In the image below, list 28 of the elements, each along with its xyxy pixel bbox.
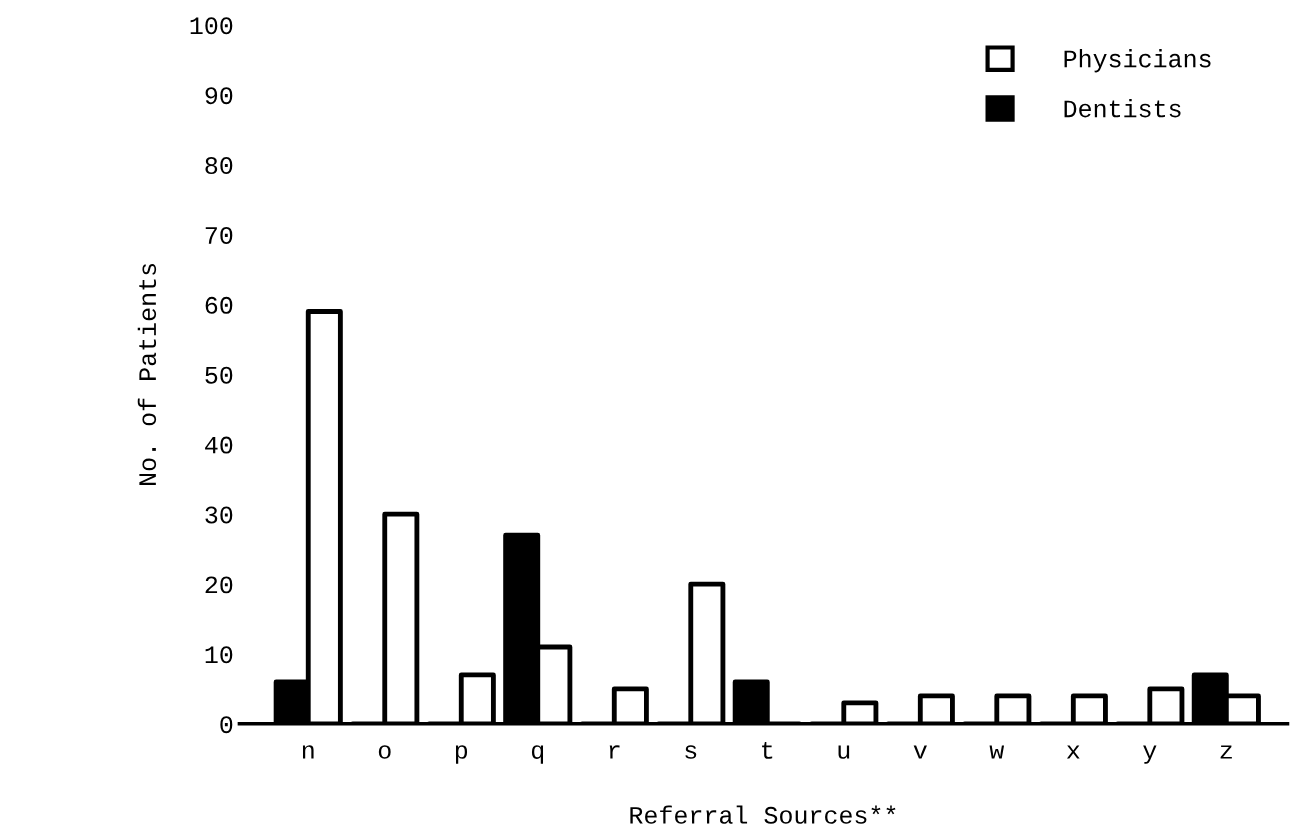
- legend-label: Dentists: [1064, 99, 1181, 118]
- y-tick-label: 10: [205, 646, 233, 664]
- x-tick-label: r: [609, 745, 620, 759]
- x-tick-label: t: [762, 741, 773, 759]
- x-tick-label: v: [913, 745, 927, 759]
- y-tick-label: 60: [205, 296, 233, 314]
- y-tick-label: 20: [205, 576, 233, 594]
- x-tick-label: y: [1143, 745, 1157, 764]
- y-tick-label: 0: [220, 716, 233, 734]
- x-tick-label: n: [302, 745, 314, 759]
- y-tick-label: 100: [190, 17, 233, 35]
- y-axis-title: No. of Patients: [137, 263, 157, 485]
- x-tick-label: q: [531, 745, 544, 764]
- x-tick-label: z: [1220, 745, 1232, 759]
- y-tick-label: 30: [205, 506, 233, 524]
- x-tick-label: x: [1066, 745, 1080, 759]
- y-tick-label: 70: [205, 226, 233, 244]
- x-tick-label: o: [378, 745, 391, 759]
- y-tick-label: 80: [205, 157, 233, 175]
- y-tick-label: 90: [205, 87, 233, 105]
- y-tick-label: 40: [205, 436, 233, 454]
- x-tick-label: p: [455, 745, 468, 764]
- y-tick-label: 50: [205, 366, 233, 384]
- x-axis-title: Referral Sources**: [630, 805, 896, 824]
- legend-label: Physicians: [1064, 49, 1211, 73]
- x-tick-label: u: [838, 745, 850, 759]
- x-tick-label: s: [685, 745, 697, 759]
- x-tick-label: w: [989, 745, 1005, 759]
